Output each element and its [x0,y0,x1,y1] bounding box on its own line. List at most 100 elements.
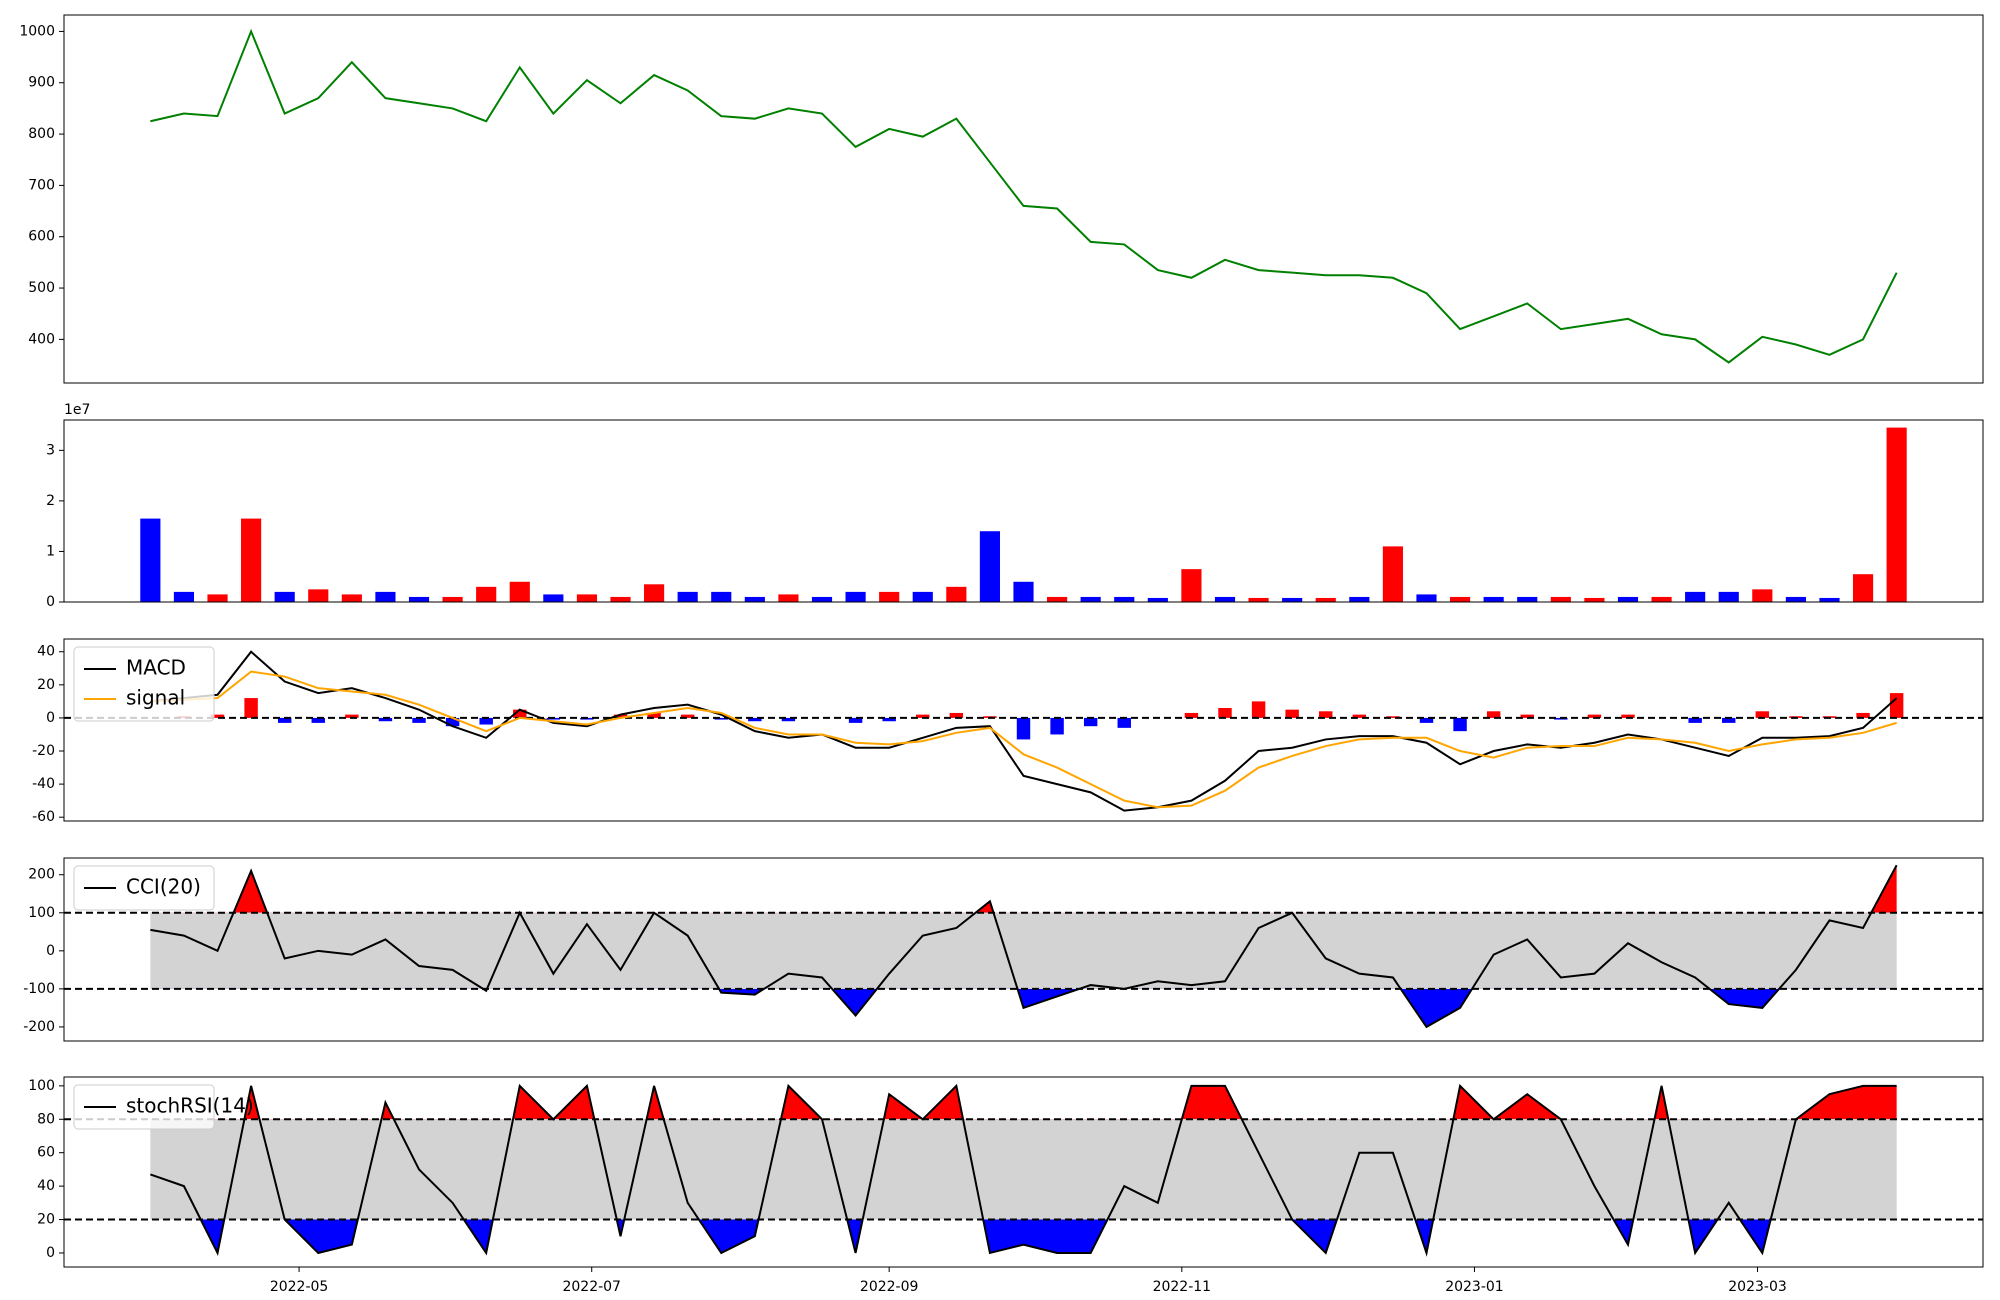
y-tick-label: 40 [37,1178,55,1194]
x-tick-label: 2022-05 [270,1279,329,1295]
histogram-bar [412,717,426,723]
bar [1282,597,1303,602]
bar [375,591,396,602]
below-fill [483,988,1780,1027]
panel: -200 -100 0 100 200 CCI(20) [23,857,1984,1042]
bar [1248,597,1269,602]
histogram-bar [1285,709,1299,718]
histogram-bar [210,714,225,718]
histogram-bar [714,717,728,720]
histogram-bar [1218,707,1232,718]
histogram-bar [1722,717,1736,723]
histogram-bar [647,712,661,718]
y-tick-label: 20 [37,677,55,693]
histogram-bar [1453,717,1467,732]
y-tick-label: 600 [28,229,55,245]
histogram-bar [1386,716,1400,718]
histogram-bar [781,717,796,722]
plot-area [64,864,1983,1029]
histogram-bar [479,717,493,725]
below-fill [200,1219,1771,1253]
bar [308,589,329,602]
bar [845,591,866,602]
histogram-bar [1016,717,1031,740]
legend-label: signal [126,686,185,710]
y-tick-label: -60 [32,809,55,825]
plot-area [64,650,1983,812]
bar [1047,596,1068,602]
legend-box [73,646,215,722]
legend-box [73,1084,215,1130]
bar [1114,596,1135,602]
bar [711,591,732,602]
y-tick-label: -40 [32,776,55,792]
histogram-bar [1889,693,1904,718]
histogram-bar [1486,711,1501,718]
bar [543,594,564,602]
y-tick-label: 20 [37,1212,55,1228]
bar [1617,596,1639,602]
plot-area [150,28,1898,364]
bar [1550,596,1571,602]
bar [1080,596,1101,602]
bar [476,586,497,602]
histogram-bar [1117,717,1131,728]
legend: stochRSI(14) [73,1084,254,1130]
legend-label: CCI(20) [126,875,201,899]
line [150,670,1897,809]
legend-label: MACD [126,656,186,680]
plot-area [64,1083,1983,1257]
x-tick-label: 2022-09 [860,1279,919,1295]
y-tick-label: 100 [28,905,55,921]
histogram-bar [1352,714,1367,718]
above-fill [244,1085,1897,1120]
y-tick-label: 0 [46,710,55,726]
axes-frame [63,1076,1984,1268]
y-tick-label: -100 [23,981,55,997]
histogram-bar [445,717,460,727]
histogram-bar [949,712,964,718]
bar [744,596,765,602]
band [150,912,1897,989]
bar [341,594,362,602]
bar [1382,546,1403,602]
histogram-bar [1755,711,1770,718]
panel: -60 -40 -20 0 20 40 MACD signal [32,638,1984,825]
histogram-bar [1184,712,1199,718]
panel: 0 20 40 60 80 100 2022-05 2022-07 2022-09 2022-11… [28,1076,1984,1295]
y-tick-label: 800 [28,126,55,142]
bar [509,581,530,602]
axes-frame [63,857,1984,1042]
y-tick-label: -20 [32,743,55,759]
bar [1517,596,1538,602]
histogram-bar [1520,714,1534,718]
histogram-bar [1083,717,1098,727]
histogram-bar [680,714,695,718]
bar [1483,596,1504,602]
histogram-bar [613,714,628,718]
axes-frame [63,419,1984,603]
bar [610,596,631,602]
histogram-bar [345,714,359,718]
histogram-bar [1251,701,1266,718]
histogram-bar [748,717,762,722]
bar [1685,591,1706,602]
legend: CCI(20) [73,865,215,911]
line [150,28,1898,364]
y-tick-label: 0 [46,943,55,959]
bar [979,531,1000,602]
histogram-bar [1688,717,1702,723]
line [150,864,1898,1029]
bar [207,594,228,602]
bar [1349,596,1370,602]
histogram-bar [916,714,930,718]
bar [1852,574,1874,602]
bar [912,591,933,602]
bar [677,591,698,602]
bar [1819,597,1840,602]
histogram-bar [311,717,325,723]
x-tick-label: 2022-07 [562,1279,621,1295]
axes-frame [63,638,1984,822]
line [150,1083,1897,1257]
